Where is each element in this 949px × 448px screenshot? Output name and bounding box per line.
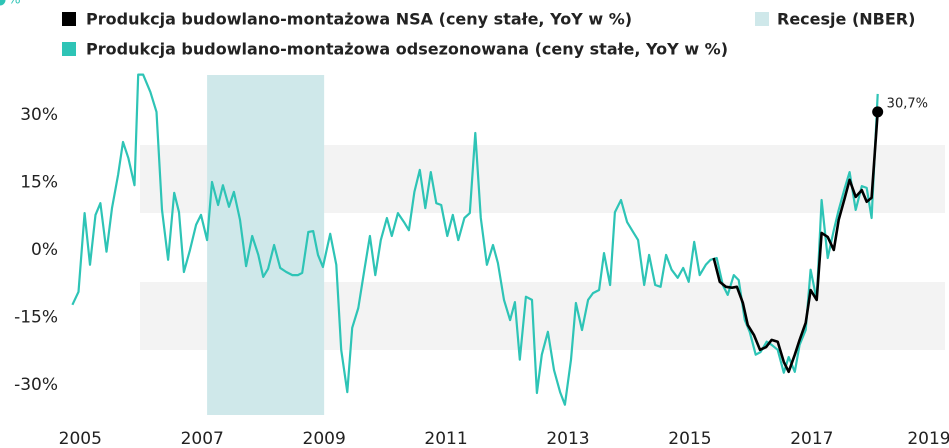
legend-label: Recesje (NBER): [777, 10, 915, 29]
recession-band: [207, 75, 325, 415]
x-tick-label: 2011: [424, 429, 467, 448]
y-tick-label: 30%: [20, 105, 58, 125]
series-line: [712, 111, 879, 374]
legend-label: Produkcja budowlano-montażowa NSA (ceny …: [86, 10, 632, 29]
x-tick-label: 2005: [59, 429, 102, 448]
x-tick-label: 2015: [668, 429, 711, 448]
x-tick-label: 2013: [546, 429, 589, 448]
x-tick-label: 2019: [907, 429, 949, 448]
x-tick-label: 2017: [790, 429, 833, 448]
end-marker: [872, 106, 884, 118]
legend-swatch: [62, 42, 76, 56]
y-tick-label: -15%: [14, 307, 58, 327]
y-tick-label: -30%: [14, 375, 58, 395]
value-label: 30,7%: [887, 96, 928, 111]
y-tick-label: 0%: [31, 240, 58, 260]
legend-label: Produkcja budowlano-montażowa odsezonowa…: [86, 40, 728, 59]
x-tick-label: 2009: [303, 429, 346, 448]
y-tick-label: 15%: [20, 172, 58, 192]
legend-swatch: [62, 12, 76, 26]
series-line: [71, 73, 879, 406]
end-marker: [0, 0, 6, 6]
legend-swatch: [755, 12, 769, 26]
value-label: 34,7%: [0, 0, 21, 8]
x-tick-label: 2007: [181, 429, 224, 448]
